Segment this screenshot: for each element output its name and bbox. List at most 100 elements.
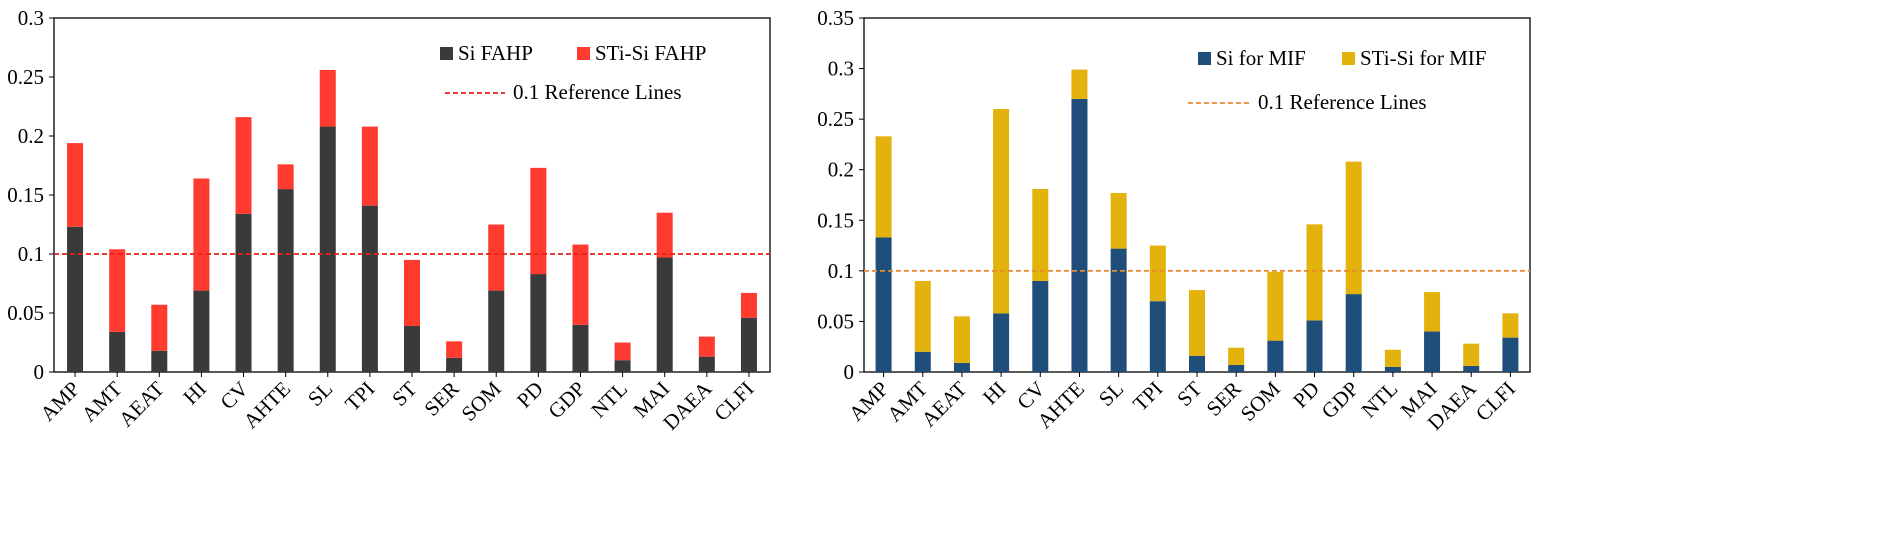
right-bar-amp-series2 bbox=[875, 136, 892, 238]
left-bar-amt-series2 bbox=[109, 249, 126, 332]
right-bar-clfi-series2 bbox=[1502, 313, 1519, 338]
left-bar-cv-series2 bbox=[235, 117, 252, 214]
left-bar-ahte-series1 bbox=[277, 189, 294, 372]
left-bar-pd-series1 bbox=[530, 274, 547, 372]
left-bar-ntl-series1 bbox=[614, 360, 631, 372]
left-bar-sl-series2 bbox=[319, 69, 336, 127]
left-bar-ser-series1 bbox=[446, 357, 463, 372]
left-xtick-label: SER bbox=[419, 377, 463, 421]
right-bar-aeat-series1 bbox=[953, 362, 970, 372]
left-xtick-label: PD bbox=[512, 377, 548, 413]
right-ytick-label: 0 bbox=[844, 360, 855, 384]
right-xtick-label: HI bbox=[978, 377, 1011, 410]
right-legend-label-1: Si for MIF bbox=[1216, 46, 1306, 70]
left-bar-st-series2 bbox=[404, 259, 420, 326]
chart-right: 0 0.05 0.1 0.15 0.2 0.25 0.3 0.35 AMP AMT AEAT HI CV… bbox=[770, 0, 1902, 541]
right-bar-sl-series2 bbox=[1110, 192, 1127, 249]
left-bar-amt-series1 bbox=[109, 331, 126, 372]
right-bar-gdp-series2 bbox=[1345, 161, 1362, 295]
right-bar-sl-series1 bbox=[1110, 248, 1127, 372]
right-bar-clfi-series1 bbox=[1502, 337, 1519, 372]
right-bar-pd-series2 bbox=[1306, 224, 1323, 321]
right-ytick-label: 0.35 bbox=[817, 6, 854, 30]
right-ytick-label: 0.2 bbox=[828, 158, 854, 182]
left-bar-aeat-series1 bbox=[151, 350, 168, 372]
right-bar-cv-series1 bbox=[1032, 280, 1049, 372]
left-xtick-label: TPI bbox=[340, 377, 379, 416]
left-ytick-label: 0.25 bbox=[7, 65, 44, 89]
left-bar-mai-series1 bbox=[656, 257, 673, 372]
right-bar-hi-series1 bbox=[993, 313, 1010, 372]
right-xtick-label: SOM bbox=[1236, 376, 1285, 425]
left-ytick-label: 0.2 bbox=[18, 124, 44, 148]
left-bar-gdp-series1 bbox=[572, 324, 589, 372]
right-bar-tpi-series1 bbox=[1149, 301, 1166, 372]
right-legend-swatch-2 bbox=[1342, 52, 1355, 65]
left-bar-daea-series1 bbox=[698, 356, 715, 372]
left-bar-ntl-series2 bbox=[614, 342, 631, 361]
right-bar-som-series2 bbox=[1267, 271, 1284, 341]
left-bar-tpi-series1 bbox=[361, 205, 378, 372]
left-bar-amp-series2 bbox=[67, 143, 84, 227]
left-ytick-label: 0.05 bbox=[7, 301, 44, 325]
left-bar-clfi-series2 bbox=[740, 292, 757, 318]
right-bar-ser-series1 bbox=[1228, 364, 1245, 372]
right-bar-ntl-series2 bbox=[1384, 349, 1401, 367]
right-legend-label-2: STi-Si for MIF bbox=[1360, 46, 1486, 70]
left-ytick-label: 0.3 bbox=[18, 6, 44, 30]
right-xtick-label: ST bbox=[1172, 376, 1206, 410]
left-bar-cv-series1 bbox=[235, 213, 252, 372]
left-xtick-label: SOM bbox=[457, 376, 506, 425]
left-bar-amp-series1 bbox=[67, 226, 84, 372]
right-bar-aeat-series2 bbox=[953, 316, 970, 363]
left-bar-som-series1 bbox=[488, 290, 505, 372]
left-xtick-label: HI bbox=[178, 377, 211, 410]
left-ytick-label: 0.15 bbox=[7, 183, 44, 207]
right-bar-gdp-series1 bbox=[1345, 294, 1362, 372]
left-bar-pd-series2 bbox=[530, 167, 547, 275]
right-bar-daea-series2 bbox=[1463, 343, 1480, 366]
right-bar-pd-series1 bbox=[1306, 320, 1323, 372]
left-legend-swatch-1 bbox=[440, 47, 453, 60]
right-ytick-label: 0.25 bbox=[817, 107, 854, 131]
chart-left: 0 0.05 0.1 0.15 0.2 0.25 0.3 AMP AMT AEAT HI CV AHTE… bbox=[0, 0, 771, 541]
right-ytick-label: 0.05 bbox=[817, 309, 854, 333]
left-xtick-label: ST bbox=[387, 376, 421, 410]
left-legend-swatch-2 bbox=[577, 47, 590, 60]
left-bar-sl-series1 bbox=[319, 126, 336, 372]
right-bar-amt-series1 bbox=[914, 351, 931, 372]
left-bar-tpi-series2 bbox=[361, 126, 378, 206]
right-bar-hi-series2 bbox=[993, 109, 1010, 314]
right-bar-cv-series2 bbox=[1032, 188, 1049, 281]
left-bar-st-series1 bbox=[404, 325, 420, 372]
left-xtick-label: CLFI bbox=[709, 377, 758, 426]
left-xtick-label: GDP bbox=[543, 377, 590, 424]
left-bar-mai-series2 bbox=[656, 212, 673, 258]
left-bar-clfi-series1 bbox=[740, 317, 757, 372]
left-xtick-label: DAEA bbox=[658, 376, 717, 435]
right-legend-swatch-1 bbox=[1198, 52, 1211, 65]
right-bar-daea-series1 bbox=[1463, 365, 1480, 372]
right-xtick-label: SER bbox=[1202, 377, 1246, 421]
left-ytick-label: 0 bbox=[34, 360, 45, 384]
left-xtick-label: AEAT bbox=[114, 376, 169, 431]
left-xtick-label: NTL bbox=[586, 377, 632, 423]
right-bar-ser-series2 bbox=[1228, 347, 1245, 365]
right-bar-ahte-series1 bbox=[1071, 98, 1088, 373]
right-xtick-label: AEAT bbox=[917, 376, 972, 431]
right-bar-amt-series2 bbox=[914, 280, 931, 352]
left-bar-ahte-series2 bbox=[277, 164, 294, 190]
left-bar-hi-series1 bbox=[193, 290, 210, 372]
right-xtick-label: TPI bbox=[1128, 377, 1167, 416]
right-bar-amp-series1 bbox=[875, 237, 892, 372]
right-bar-ntl-series1 bbox=[1384, 366, 1401, 372]
left-bar-daea-series2 bbox=[698, 336, 715, 357]
right-bar-ahte-series2 bbox=[1071, 69, 1088, 99]
right-bar-mai-series1 bbox=[1424, 331, 1441, 372]
right-ytick-label: 0.3 bbox=[828, 57, 854, 81]
right-xtick-label: SL bbox=[1094, 377, 1128, 411]
right-bar-st-series2 bbox=[1189, 290, 1205, 356]
right-bar-som-series1 bbox=[1267, 340, 1284, 372]
right-legend-line-label: 0.1 Reference Lines bbox=[1258, 90, 1427, 114]
